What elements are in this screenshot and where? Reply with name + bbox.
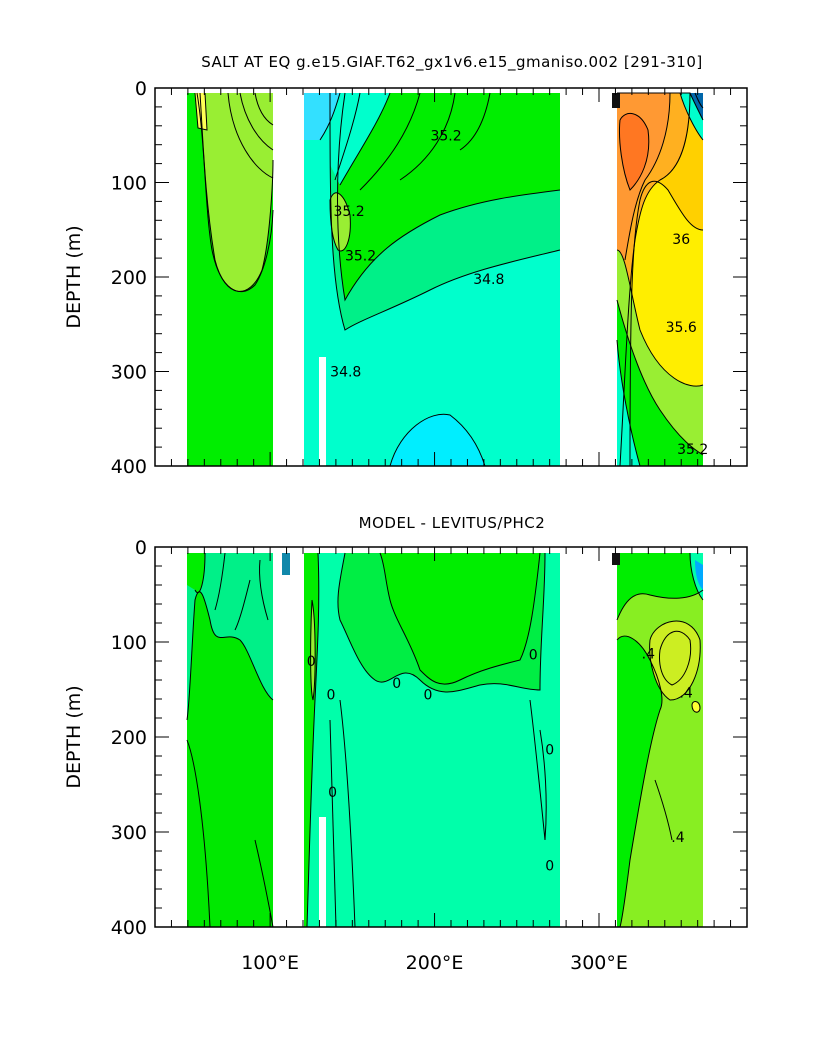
y-tick-label: 400: [111, 917, 147, 939]
contour-label: 0: [545, 742, 554, 758]
contour-labels: 35.2 35.2 35.2 34.8 34.8 36 35.6 35.2: [330, 128, 708, 458]
contour-label: 34.8: [330, 365, 361, 381]
x-axis: 100°E 200°E 300°E: [170, 547, 732, 974]
contour-label: 0: [326, 687, 335, 703]
y-tick-label: 100: [111, 632, 147, 654]
panel-title: SALT AT EQ g.e15.GIAF.T62_gx1v6.e15_gman…: [201, 53, 703, 72]
y-tick-label: 0: [135, 537, 147, 559]
contour-label: 0: [307, 654, 316, 670]
y-axis: 0 100 200 300 400: [111, 537, 747, 939]
contour-label: .4: [671, 830, 684, 846]
contour-label: 35.6: [666, 320, 697, 336]
panel-title: MODEL - LEVITUS/PHC2: [359, 514, 546, 532]
panel-salinity: SALT AT EQ g.e15.GIAF.T62_gx1v6.e15_gman…: [63, 53, 748, 478]
contour-label: 0: [328, 785, 337, 801]
contour-labels: 0 0 0 0 0 0 0 0 .4 .4 .4: [307, 646, 693, 874]
contour-label: 35.2: [345, 248, 376, 264]
difference-field: [186, 552, 704, 927]
contour-label: 35.2: [333, 204, 364, 220]
y-axis: 0 100 200 300 400: [111, 78, 747, 478]
panel-difference: MODEL - LEVITUS/PHC2 DEPTH (m): [63, 514, 748, 974]
contour-label: 0: [529, 647, 538, 663]
y-tick-label: 400: [111, 456, 147, 478]
contour-label: 34.8: [473, 272, 504, 288]
y-tick-label: 300: [111, 362, 147, 384]
y-axis-label: DEPTH (m): [63, 685, 85, 788]
y-tick-label: 200: [111, 727, 147, 749]
contour-label: 0: [392, 676, 401, 692]
x-tick-label: 200°E: [406, 952, 464, 974]
contour-label: 36: [672, 232, 690, 248]
x-tick-label: 300°E: [570, 952, 628, 974]
x-axis: [170, 88, 732, 466]
y-tick-label: 200: [111, 267, 147, 289]
contour-label: 35.2: [430, 128, 461, 144]
contour-label: .4: [679, 685, 692, 701]
y-tick-label: 0: [135, 78, 147, 100]
contour-label: .4: [642, 646, 655, 662]
contour-label: 0: [424, 687, 433, 703]
y-axis-label: DEPTH (m): [63, 225, 85, 328]
contour-label: 0: [545, 858, 554, 874]
contour-label: 35.2: [677, 442, 708, 458]
y-tick-label: 100: [111, 173, 147, 195]
salinity-field: [187, 92, 704, 466]
y-tick-label: 300: [111, 822, 147, 844]
x-tick-label: 100°E: [241, 952, 299, 974]
